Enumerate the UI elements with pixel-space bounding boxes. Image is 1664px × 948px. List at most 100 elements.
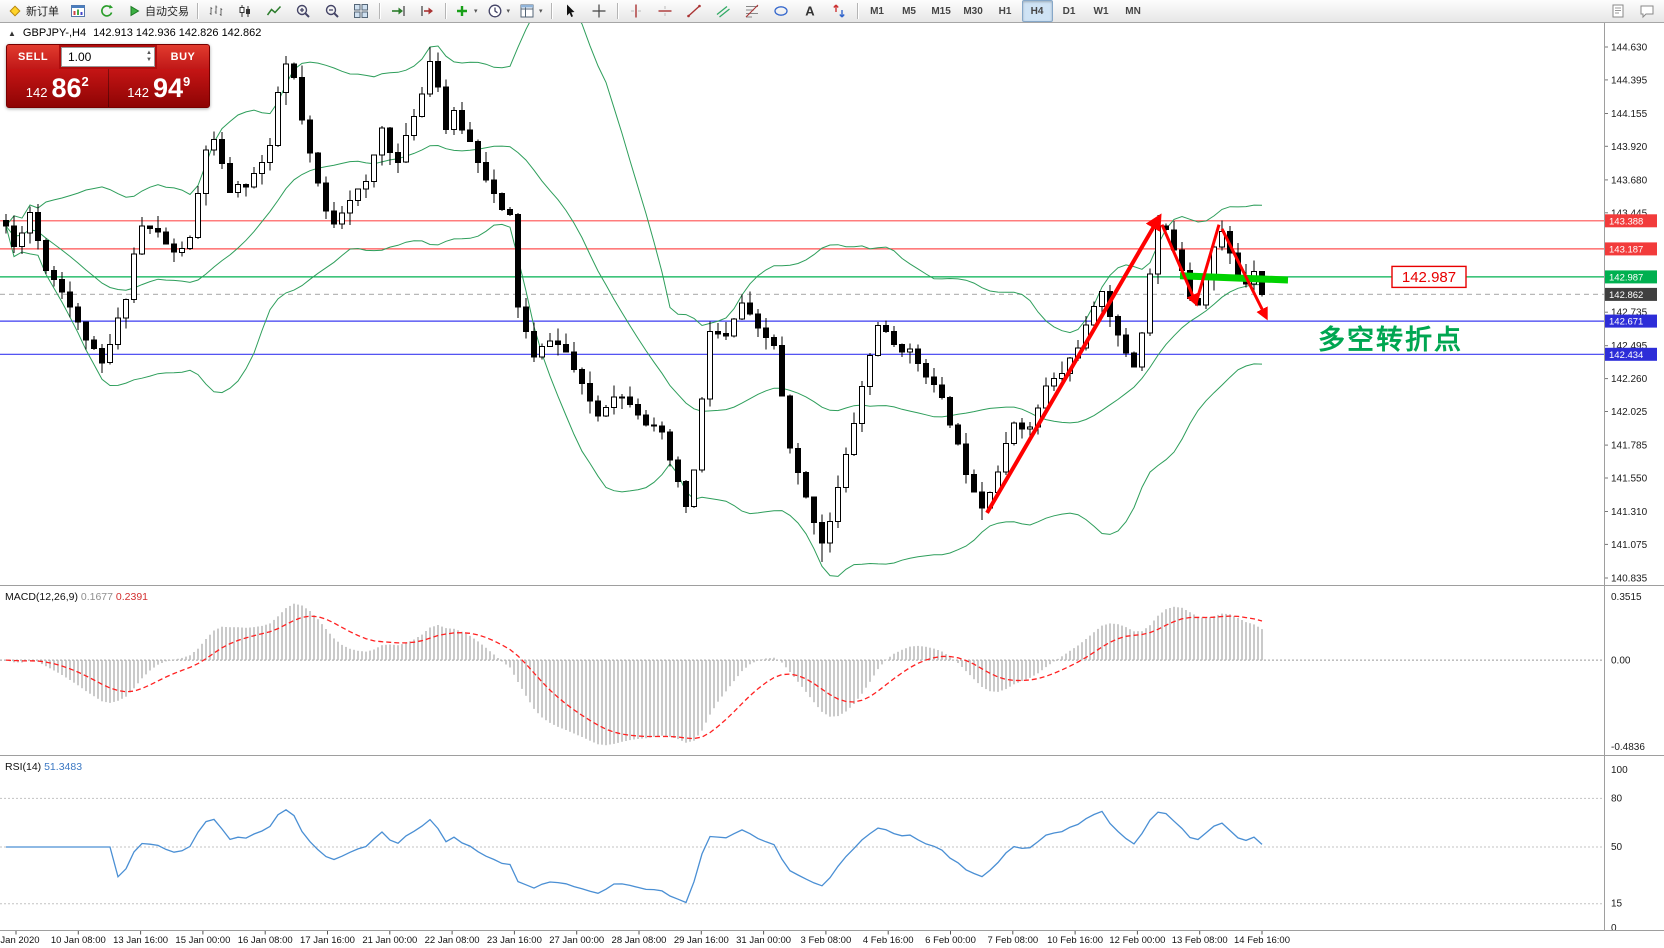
text-button[interactable]: A: [796, 0, 824, 22]
rsi-panel[interactable]: [0, 797, 1604, 905]
svg-text:142.260: 142.260: [1611, 374, 1648, 385]
zoom-in-button[interactable]: [289, 0, 317, 22]
spinner-up-icon[interactable]: ▲: [146, 50, 152, 57]
svg-text:29 Jan 16:00: 29 Jan 16:00: [674, 935, 729, 946]
notes-button[interactable]: [1604, 0, 1632, 22]
svg-text:80: 80: [1611, 793, 1623, 804]
bars-icon: [209, 5, 223, 16]
horizontal-level-lines[interactable]: [0, 220, 1604, 355]
svg-text:50: 50: [1611, 842, 1623, 853]
chat-icon: [1640, 5, 1654, 19]
panel-dividers: [0, 22, 1664, 931]
crosshair-button[interactable]: [585, 0, 613, 22]
timeframe-m15-button[interactable]: M15: [931, 5, 951, 17]
charts-button[interactable]: [64, 0, 92, 22]
line-chart-icon: [266, 5, 282, 16]
buy-button[interactable]: BUY: [157, 45, 209, 69]
svg-text:10 Jan 08:00: 10 Jan 08:00: [51, 935, 106, 946]
spinner-down-icon[interactable]: ▼: [146, 57, 152, 63]
text-icon: A: [805, 4, 815, 19]
periods-button[interactable]: ▾: [483, 0, 515, 22]
volume-value[interactable]: 1.00: [68, 50, 92, 64]
hline-icon: [658, 6, 672, 16]
svg-text:16 Jan 08:00: 16 Jan 08:00: [238, 935, 293, 946]
tile-windows-button[interactable]: [347, 0, 375, 22]
svg-text:143.920: 143.920: [1611, 142, 1648, 153]
macd-panel[interactable]: [0, 603, 1604, 746]
svg-text:A: A: [805, 4, 815, 19]
price-scale[interactable]: 144.630 144.395 144.155 143.920 143.680 143.4…: [1604, 43, 1657, 585]
dropdown-arrow-icon[interactable]: ▾: [474, 8, 478, 15]
svg-text:142.434: 142.434: [1609, 350, 1643, 361]
svg-text:0.3515: 0.3515: [1611, 592, 1642, 603]
timeframe-w1-button[interactable]: W1: [1093, 5, 1109, 17]
indicators-button[interactable]: ▾: [450, 0, 482, 22]
svg-text:100: 100: [1611, 765, 1628, 776]
svg-text:15 Jan 00:00: 15 Jan 00:00: [175, 935, 230, 946]
trendline-button[interactable]: [680, 0, 708, 22]
toolbar-separator: [856, 3, 858, 19]
line-chart-button[interactable]: [260, 0, 288, 22]
candles-icon: [239, 5, 250, 17]
fibonacci-button[interactable]: [738, 0, 766, 22]
zoom-out-button[interactable]: [318, 0, 346, 22]
symbol-ohlc: 142.913 142.936 142.826 142.862: [93, 27, 262, 39]
dropdown-arrow-icon[interactable]: ▾: [506, 8, 511, 15]
timeframe-m5-button[interactable]: M5: [902, 5, 916, 17]
collapse-arrow-icon[interactable]: ▲: [8, 28, 16, 38]
macd-signal-line: [5, 615, 1263, 740]
timeframe-h1-button[interactable]: H1: [998, 5, 1012, 17]
time-scale[interactable]: 9 Jan 2020 10 Jan 08:00 13 Jan 16:00 15 Jan…: [0, 931, 1290, 946]
macd-label: MACD(12,26,9) 0.1677 0.2391: [5, 591, 148, 603]
indicators-icon: [457, 6, 467, 16]
svg-text:143.187: 143.187: [1609, 244, 1643, 255]
dropdown-arrow-icon[interactable]: ▾: [539, 8, 543, 15]
sell-price[interactable]: 142 86 2: [7, 69, 109, 107]
rsi-scale[interactable]: 100 80 50 15 0: [1611, 765, 1628, 934]
zoom-in-icon: [296, 4, 310, 18]
candles-chart-button[interactable]: [231, 0, 259, 22]
vertical-line-button[interactable]: [622, 0, 650, 22]
shapes-button[interactable]: [767, 0, 795, 22]
horizontal-line-button[interactable]: [651, 0, 679, 22]
timeframe-mn-button[interactable]: MN: [1125, 5, 1141, 17]
svg-text:142.025: 142.025: [1611, 407, 1648, 418]
sell-button[interactable]: SELL: [7, 45, 59, 69]
profiles-button[interactable]: [93, 0, 121, 22]
svg-text:4 Feb 16:00: 4 Feb 16:00: [863, 935, 914, 946]
svg-text:144.630: 144.630: [1611, 43, 1648, 54]
rsi-line: [6, 809, 1263, 904]
arrows-button[interactable]: [825, 0, 853, 22]
macd-scale[interactable]: 0.3515 0.00 -0.4836: [1611, 592, 1645, 753]
price-tag: 142.987: [1391, 265, 1467, 289]
channel-button[interactable]: [709, 0, 737, 22]
annotation-arrows[interactable]: 多空转折点 142.987: [985, 213, 1467, 514]
buy-price-prefix: 142: [127, 84, 149, 100]
zoom-out-icon: [325, 4, 339, 18]
timeframe-h4-button[interactable]: H4: [1021, 0, 1053, 22]
toolbar: 新订单 自动交易 ▾ ▾ ▾ A M1 M5 M15 M30 H1 H4 D1 W1 MN: [0, 0, 1664, 23]
toolbar-separator: [445, 3, 446, 19]
templates-button[interactable]: ▾: [515, 0, 547, 22]
auto-trading-button[interactable]: 自动交易: [122, 0, 193, 22]
timeframe-m1-button[interactable]: M1: [870, 5, 884, 17]
timeframe-m30-button[interactable]: M30: [963, 5, 983, 17]
svg-text:0.00: 0.00: [1611, 656, 1631, 667]
cursor-button[interactable]: [556, 0, 584, 22]
chart-shift-button[interactable]: [413, 0, 441, 22]
bars-chart-button[interactable]: [202, 0, 230, 22]
toolbar-separator: [616, 3, 618, 19]
svg-text:143.680: 143.680: [1611, 175, 1648, 186]
macd-histogram: [9, 603, 1263, 746]
svg-text:142.987: 142.987: [1402, 269, 1456, 286]
auto-scroll-button[interactable]: [384, 0, 412, 22]
chart-shift-icon: [421, 6, 433, 16]
svg-text:-0.4836: -0.4836: [1611, 742, 1645, 753]
volume-input[interactable]: 1.00 ▲ ▼: [61, 47, 155, 67]
new-order-button[interactable]: 新订单: [3, 0, 63, 22]
buy-price[interactable]: 142 94 9: [109, 69, 210, 107]
volume-spinner[interactable]: ▲ ▼: [146, 50, 152, 63]
chat-button[interactable]: [1633, 0, 1661, 22]
timeframe-d1-button[interactable]: D1: [1062, 5, 1076, 17]
